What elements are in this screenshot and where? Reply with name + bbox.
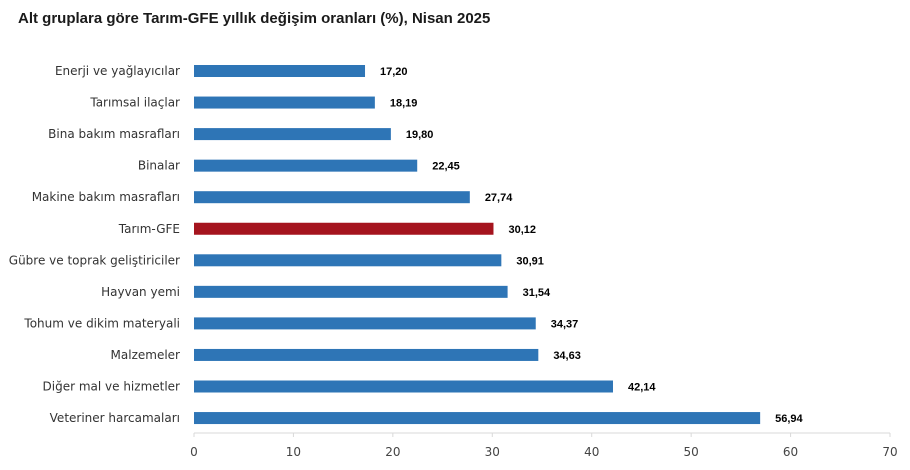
data-label: 17,20 (380, 66, 408, 78)
bar (194, 159, 418, 172)
data-label: 34,63 (553, 350, 581, 362)
data-label: 30,12 (508, 224, 536, 236)
bar (194, 254, 502, 267)
data-label: 56,94 (775, 413, 803, 425)
bar (194, 380, 613, 393)
bar (194, 285, 508, 298)
category-label: Bina bakım masrafları (48, 127, 180, 141)
category-label: Binalar (138, 159, 180, 173)
category-label: Hayvan yemi (101, 285, 180, 299)
category-label: Enerji ve yağlayıcılar (55, 64, 180, 78)
x-tick-label: 30 (485, 445, 500, 459)
data-label: 31,54 (523, 287, 551, 299)
x-tick-label: 20 (385, 445, 400, 459)
data-label: 18,19 (390, 98, 418, 110)
bar (194, 317, 536, 330)
x-tick-label: 70 (882, 445, 897, 459)
data-label: 34,37 (551, 318, 579, 330)
data-label: 27,74 (485, 192, 513, 204)
data-label: 22,45 (432, 161, 460, 173)
bar (194, 348, 539, 361)
x-tick-label: 10 (286, 445, 301, 459)
bar-highlight (194, 222, 494, 235)
data-label: 42,14 (628, 382, 656, 394)
category-label: Makine bakım masrafları (32, 190, 180, 204)
x-tick-label: 40 (584, 445, 599, 459)
x-tick-label: 60 (783, 445, 798, 459)
bar (194, 412, 761, 425)
category-label: Tarım-GFE (118, 222, 180, 236)
category-label: Tarımsal ilaçlar (89, 96, 180, 110)
data-label: 19,80 (406, 129, 434, 141)
x-tick-label: 0 (190, 445, 198, 459)
bar (194, 191, 470, 204)
bar (194, 128, 391, 141)
category-label: Malzemeler (111, 348, 181, 362)
category-label: Veteriner harcamaları (50, 411, 180, 425)
bar (194, 96, 375, 109)
data-label: 30,91 (516, 255, 544, 267)
chart-title: Alt gruplara göre Tarım-GFE yıllık değiş… (18, 10, 491, 27)
category-label: Gübre ve toprak geliştiriciler (9, 253, 180, 267)
bar (194, 65, 366, 77)
x-tick-label: 50 (684, 445, 699, 459)
category-label: Diğer mal ve hizmetler (43, 380, 181, 394)
category-label: Tohum ve dikim materyali (23, 316, 180, 330)
